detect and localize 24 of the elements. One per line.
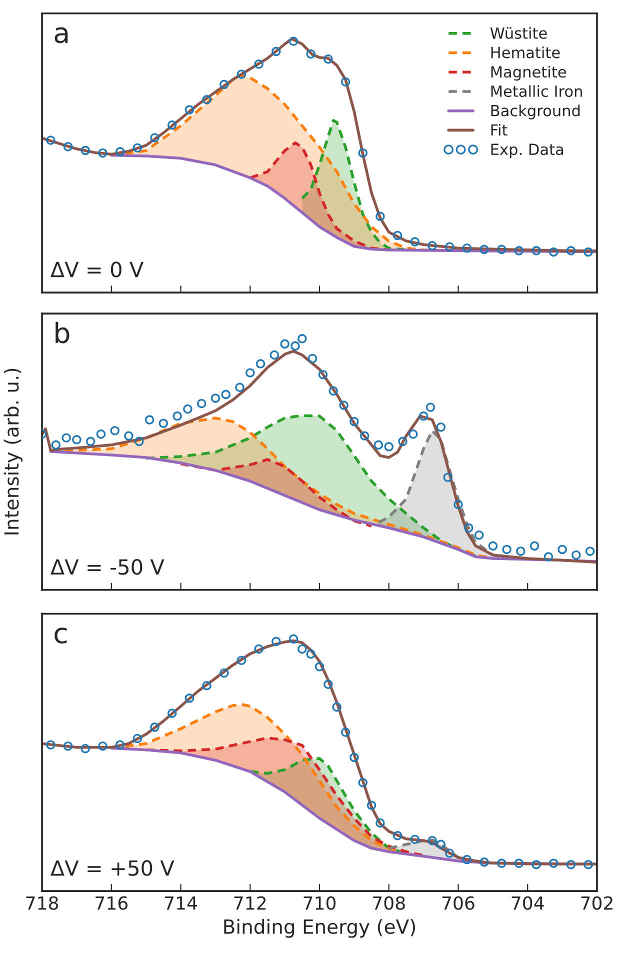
chart-title: c <box>54 628 67 644</box>
x-tick-label: 702 <box>581 896 612 910</box>
legend-label: Magnetite <box>491 66 566 81</box>
x-tick-label: 708 <box>373 896 405 910</box>
chart-title: b <box>56 322 70 344</box>
annotation: ΔV = -50 V <box>50 559 164 575</box>
annotation: ΔV = +50 V <box>50 860 174 876</box>
legend-label: Fit <box>491 124 508 136</box>
y-axis-title: Intensity (arb. u.) <box>4 368 23 534</box>
x-tick-label: 718 <box>26 896 58 910</box>
annotation: ΔV = 0 V <box>50 262 144 278</box>
legend-label: Metallic Iron <box>491 85 582 98</box>
chart-title: a <box>54 27 68 44</box>
legend-label: Exp. Data <box>491 144 564 158</box>
x-tick-label: 712 <box>234 896 266 910</box>
x-tick-label: 704 <box>512 896 544 910</box>
legend-label: Hematite <box>491 46 560 58</box>
legend-label: Background <box>491 104 580 120</box>
x-tick-label: 710 <box>304 896 336 910</box>
x-tick-label: 706 <box>442 896 474 910</box>
x-axis-title: Binding Energy (eV) <box>224 918 416 938</box>
x-tick-label: 714 <box>165 896 197 910</box>
legend-label: Wüstite <box>490 27 547 39</box>
x-tick-label: 716 <box>96 896 128 910</box>
